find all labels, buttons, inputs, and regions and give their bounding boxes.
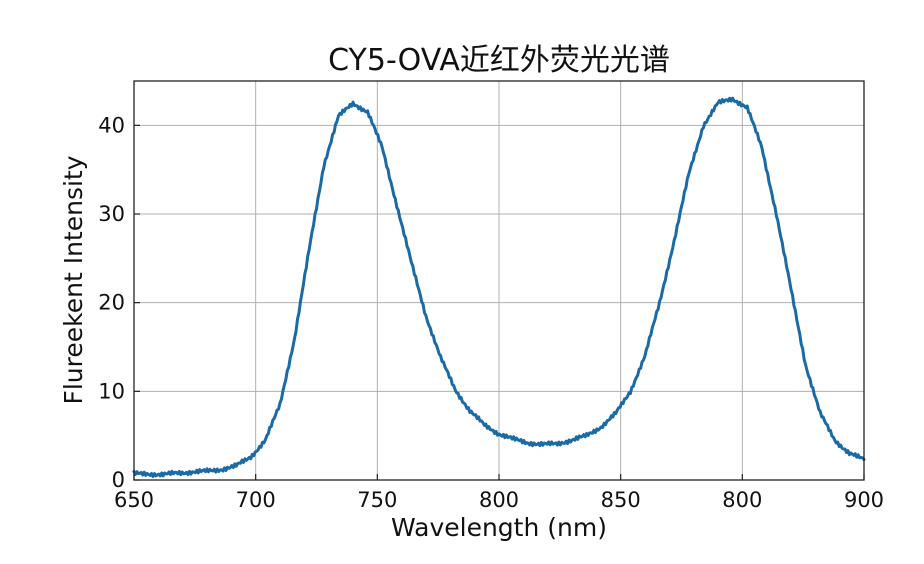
x-tick-label: 750 — [357, 488, 397, 512]
y-tick-label: 20 — [98, 291, 125, 315]
ticks: 650 700 750 800 850 800 900 0 10 20 30 40 — [98, 113, 884, 512]
x-tick-label: 650 — [114, 488, 154, 512]
y-tick-label: 10 — [98, 379, 125, 403]
x-axis-label: Wavelength (nm) — [391, 513, 607, 542]
x-tick-label: 850 — [601, 488, 641, 512]
series-layer — [132, 96, 866, 479]
chart-title: CY5-OVA近红外荧光光谱 — [328, 43, 670, 78]
x-tick-label: 900 — [844, 488, 884, 512]
y-tick-label: 40 — [98, 113, 125, 137]
series-line — [132, 96, 866, 479]
x-tick-label: 800 — [722, 488, 762, 512]
y-tick-label: 0 — [112, 468, 125, 492]
x-tick-label: 700 — [236, 488, 276, 512]
grid — [134, 81, 864, 480]
y-tick-label: 30 — [98, 202, 125, 226]
x-tick-label: 800 — [479, 488, 519, 512]
y-axis-label: Flureekent Intensity — [59, 155, 88, 404]
